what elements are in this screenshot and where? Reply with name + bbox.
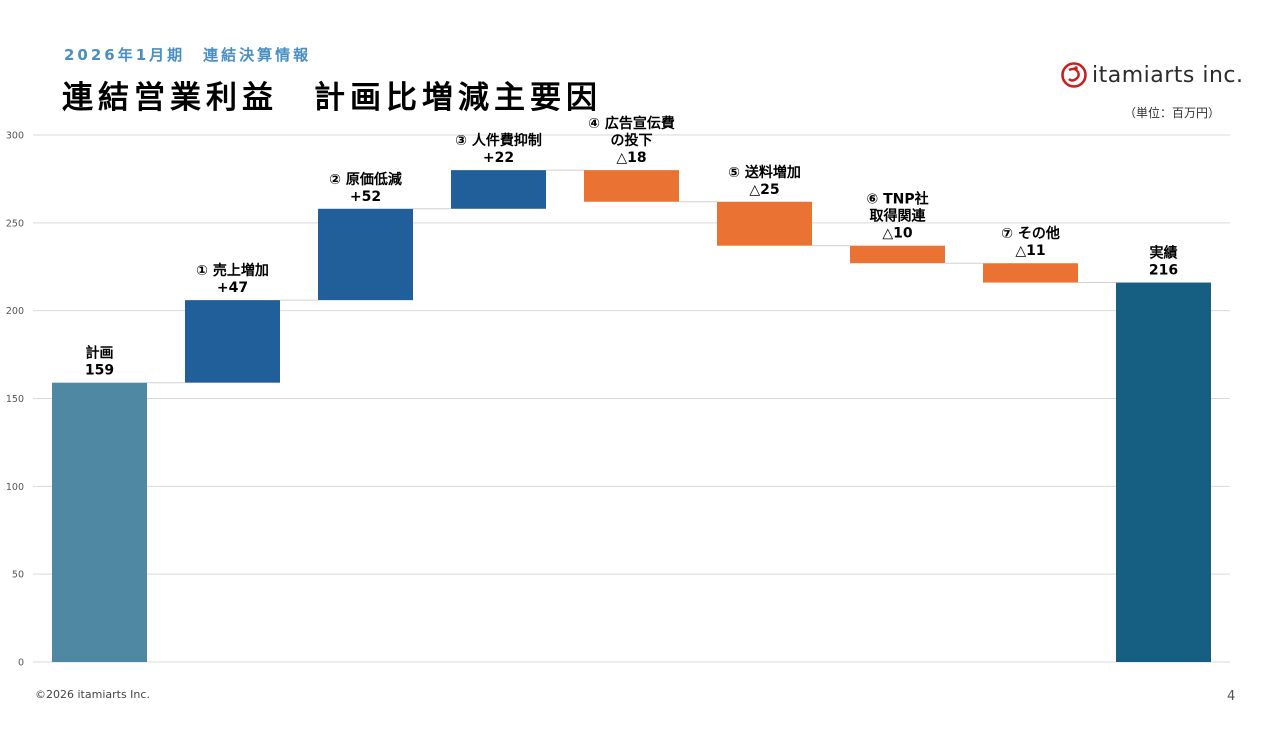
category-label: ② 原価低減 xyxy=(329,171,402,188)
company-logo: itamiarts inc. xyxy=(1060,58,1260,92)
category-label: ① 売上増加 xyxy=(196,262,269,279)
bar xyxy=(318,208,413,301)
data-label: △11 xyxy=(1015,243,1045,259)
category-label: の投下 xyxy=(611,133,653,149)
category-label: ③ 人件費抑制 xyxy=(455,132,542,149)
data-label: △18 xyxy=(616,150,646,166)
bar xyxy=(185,300,280,383)
data-label: 216 xyxy=(1149,263,1178,279)
category-label: 実績 xyxy=(1150,245,1178,262)
subtitle: 2026年1月期 連結決算情報 xyxy=(64,46,312,64)
data-label: +22 xyxy=(483,150,514,166)
y-tick-label: 300 xyxy=(6,131,24,142)
category-label: ⑦ その他 xyxy=(1001,225,1060,242)
bar xyxy=(52,382,147,662)
itamiarts-logo-icon xyxy=(1061,62,1087,88)
bar xyxy=(717,201,812,246)
unit-label: （単位：百万円） xyxy=(1124,106,1221,120)
category-label: ⑤ 送料増加 xyxy=(728,164,801,181)
logo-text: itamiarts inc. xyxy=(1092,62,1244,88)
data-label: △25 xyxy=(749,182,779,198)
y-tick-label: 250 xyxy=(6,218,24,229)
y-tick-label: 200 xyxy=(6,306,24,317)
data-label: 159 xyxy=(85,363,114,379)
bar xyxy=(1116,282,1211,662)
y-tick-label: 50 xyxy=(12,570,24,581)
category-label: 計画 xyxy=(86,345,114,362)
y-tick-label: 150 xyxy=(6,394,24,405)
data-label: △10 xyxy=(882,226,913,242)
page-title: 連結営業利益 計画比増減主要因 xyxy=(62,80,602,116)
bar xyxy=(983,263,1078,283)
page-number: 4 xyxy=(1227,689,1236,704)
data-label: +47 xyxy=(217,280,248,296)
category-label: ④ 広告宣伝費 xyxy=(588,115,675,132)
y-tick-label: 100 xyxy=(6,482,24,493)
bar xyxy=(451,170,546,209)
copyright: ©2026 itamiarts Inc. xyxy=(35,688,150,701)
category-label: ⑥ TNP社 xyxy=(866,191,928,208)
category-label: 取得関連 xyxy=(870,208,927,225)
bar xyxy=(584,170,679,202)
data-label: +52 xyxy=(350,189,381,205)
bar xyxy=(850,245,945,264)
y-tick-label: 0 xyxy=(18,658,24,669)
